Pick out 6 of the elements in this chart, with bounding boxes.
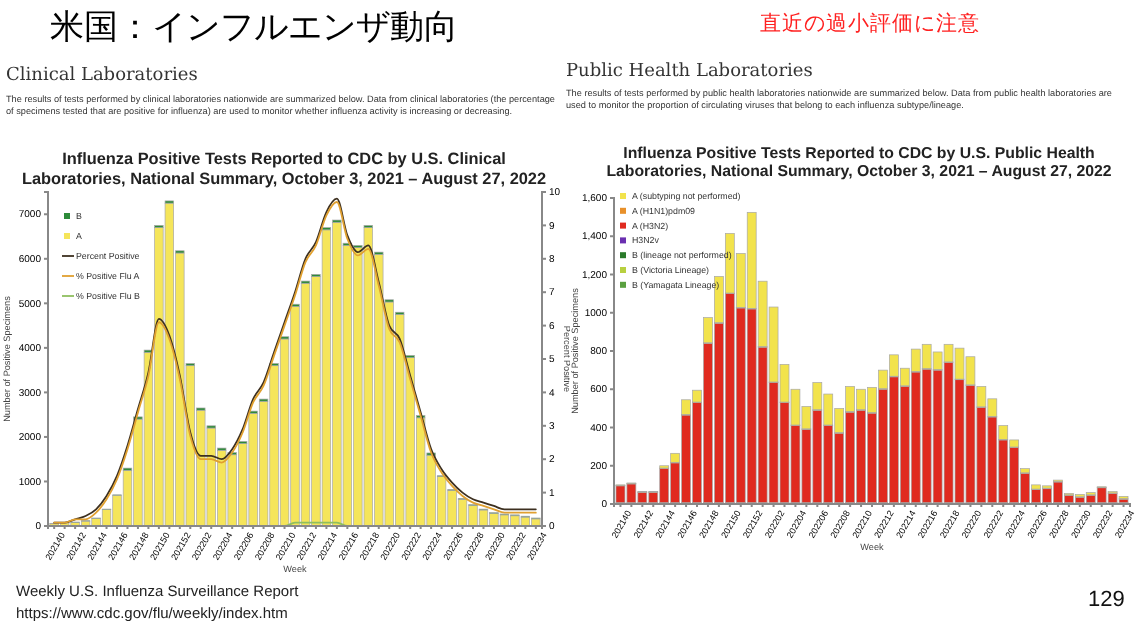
- text: Clinical Laboratories: [6, 66, 200, 88]
- text: 米国：インフルエンザ動向: [50, 8, 458, 49]
- text: 129: [1088, 588, 1125, 615]
- text: 直近の過小評価に注意: [760, 12, 980, 38]
- chart-title: Influenza Positive Tests Reported to CDC by U.S. Clinical Laboratories, National Summary, October 3, 2021 – August 27, 2022: [19, 150, 549, 190]
- text: Public Health Laboratories: [566, 62, 815, 84]
